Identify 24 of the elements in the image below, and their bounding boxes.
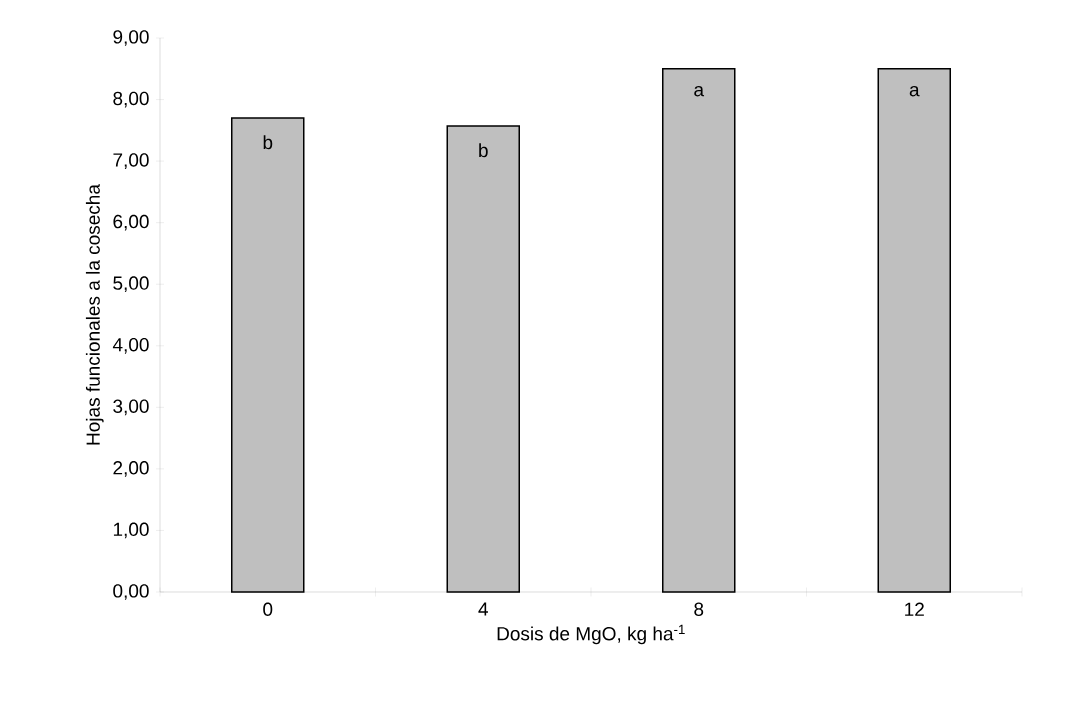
y-tick-label: 2,00 xyxy=(113,461,149,477)
y-tick-label: 6,00 xyxy=(113,214,149,231)
annotation: b xyxy=(263,135,273,150)
annotation: a xyxy=(694,85,705,97)
bar xyxy=(231,117,305,593)
bar xyxy=(662,68,736,593)
y-tick-label: 5,00 xyxy=(113,276,149,293)
y-tick-label: 8,00 xyxy=(113,91,149,108)
x-axis-title: Dosis de MgO, kg ha$^{-1}$ xyxy=(497,624,685,645)
annotation: a xyxy=(909,85,920,97)
x-tick-label: 4 xyxy=(478,602,488,616)
y-tick-label: 7,00 xyxy=(113,153,149,169)
annotation: b xyxy=(479,143,488,158)
y-tick-label: 0,00 xyxy=(113,584,149,600)
x-tick-label: 12 xyxy=(905,602,924,616)
x-tick-label: 0 xyxy=(263,602,273,616)
bar xyxy=(446,125,520,593)
x-tick-label: 8 xyxy=(694,602,704,616)
y-tick-label: 4,00 xyxy=(112,337,149,354)
bar xyxy=(877,68,952,593)
y-tick-label: 3,00 xyxy=(113,399,149,416)
y-tick-label: 1,00 xyxy=(113,522,149,539)
y-axis-title: Hojas funcionales a la cosecha xyxy=(85,184,104,445)
y-tick-label: 9,00 xyxy=(113,30,149,46)
